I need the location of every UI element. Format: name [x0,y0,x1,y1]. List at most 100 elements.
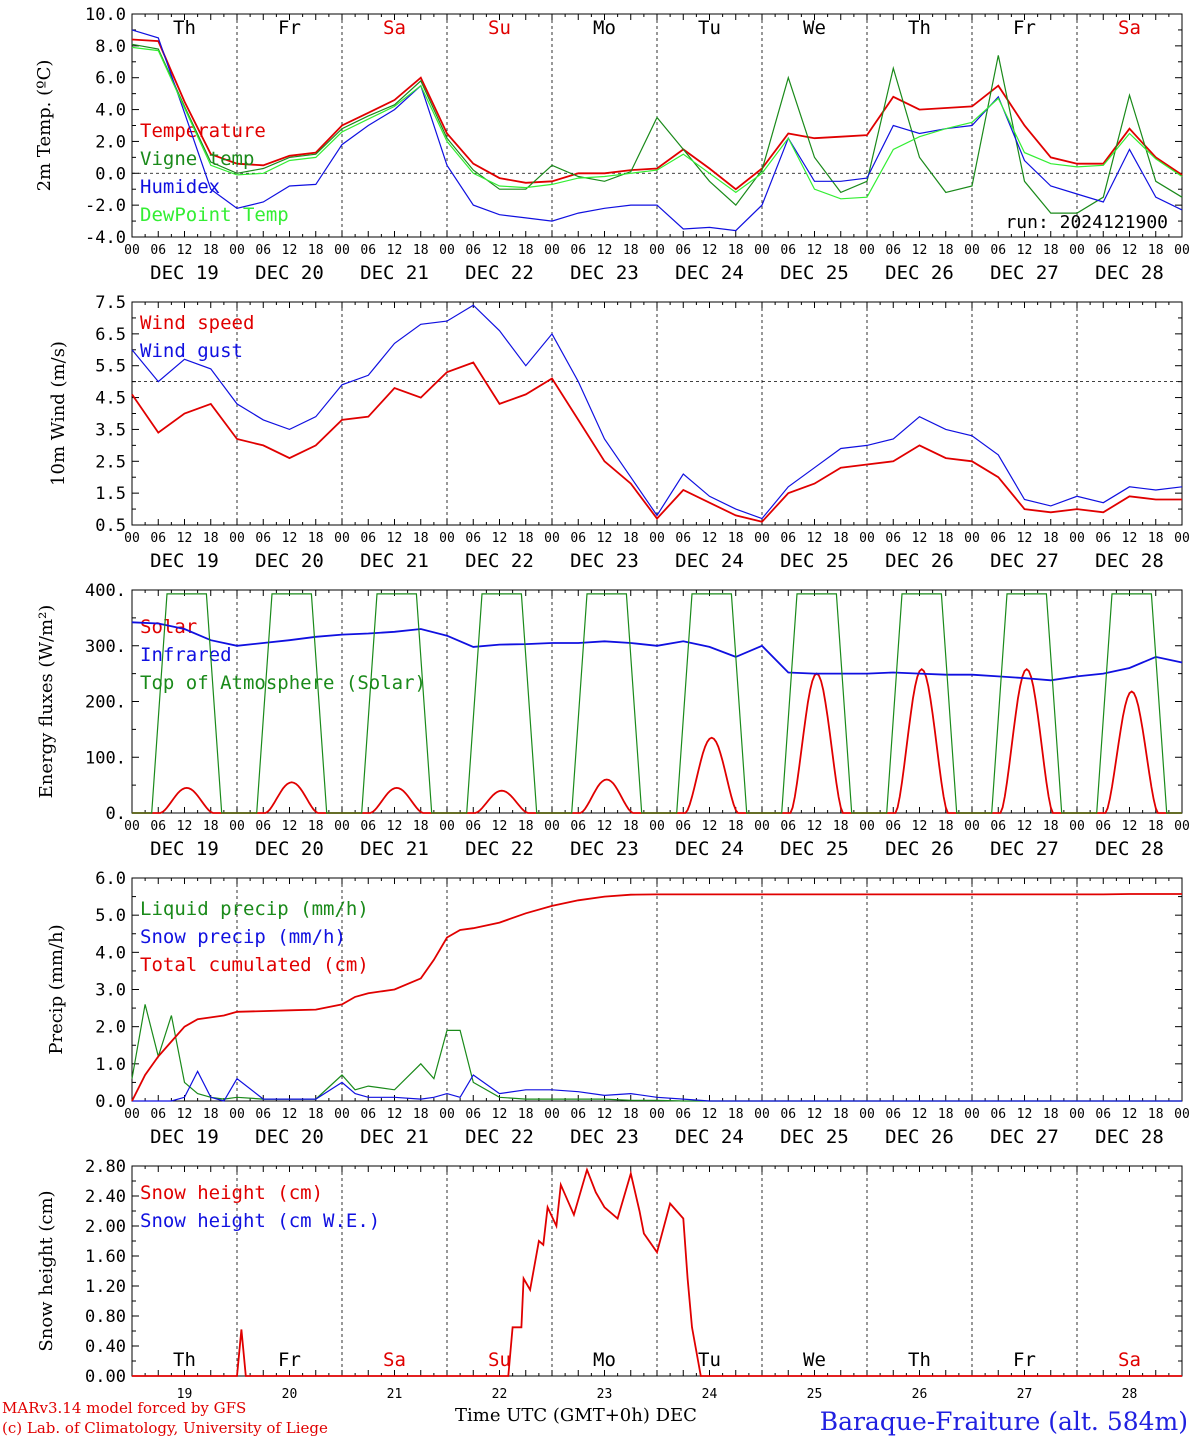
location-title: Baraque-Fraiture (alt. 584m) [819,1407,1188,1436]
hour-tick-label: 12 [1017,1107,1033,1122]
date-label: DEC 19 [150,1126,219,1148]
hour-tick-label: 06 [780,531,796,546]
y-tick-label: 1.20 [85,1277,126,1297]
panel-4: 6.0 5.0 4.0 3.0 2.0 1.0 0.0 Precip (mm/h) 00 06 12… [46,869,1190,1148]
weekday-label: We [803,17,826,39]
hour-tick-label: 18 [203,819,219,834]
hour-tick-label: 18 [203,531,219,546]
date-label: DEC 28 [1095,550,1164,572]
hour-tick-label: 00 [334,1107,350,1122]
date-label: DEC 19 [150,262,219,284]
hour-tick-label: 00 [754,243,770,258]
hour-tick-label: 00 [649,819,665,834]
y-axis-label: Snow height (cm) [36,1190,57,1351]
y-tick-label: 2.40 [85,1187,126,1207]
y-tick-label: 100. [85,748,126,768]
hour-tick-label: 12 [597,531,613,546]
series-line-top-of-atmosphere-solar- [132,593,1182,814]
hour-tick-label: 00 [754,819,770,834]
date-label: DEC 28 [1095,262,1164,284]
hour-tick-label: 12 [807,243,823,258]
credit-line-2: (c) Lab. of Climatology, University of L… [2,1419,328,1437]
y-tick-label: 6.5 [95,325,126,345]
hour-tick-label: 00 [544,531,560,546]
hour-tick-label: 12 [912,1107,928,1122]
date-label: DEC 22 [465,1126,534,1148]
hour-tick-label: 12 [597,243,613,258]
hour-tick-label: 00 [859,243,875,258]
y-axis-label: 2m Temp. (ºC) [34,60,55,192]
hour-tick-label: 00 [544,243,560,258]
hour-tick-label: 12 [282,1107,298,1122]
hour-tick-label: 00 [1069,243,1085,258]
day-number-label: 22 [492,1387,508,1402]
y-tick-label: 0.0 [95,1092,126,1112]
hour-tick-label: 18 [833,1107,849,1122]
hour-tick-label: 06 [780,1107,796,1122]
y-tick-label: 200. [85,693,126,713]
y-tick-label: 0.0 [95,164,126,184]
hour-tick-label: 00 [649,531,665,546]
hour-tick-label: 18 [308,1107,324,1122]
hour-tick-label: 12 [702,531,718,546]
credit-line-1: MARv3.14 model forced by GFS [2,1399,247,1417]
hour-tick-label: 12 [807,1107,823,1122]
y-tick-label: 4.0 [95,101,126,121]
date-label: DEC 26 [885,262,954,284]
y-tick-label: 0.40 [85,1337,126,1357]
hour-tick-label: 18 [623,531,639,546]
hour-tick-label: 12 [1017,819,1033,834]
hour-tick-label: 18 [728,531,744,546]
hour-tick-label: 18 [728,243,744,258]
hour-tick-label: 18 [938,531,954,546]
hour-tick-label: 06 [675,1107,691,1122]
y-tick-label: 2.00 [85,1217,126,1237]
hour-tick-label: 00 [859,819,875,834]
hour-tick-label: 12 [912,243,928,258]
day-number-label: 24 [702,1387,718,1402]
weekday-label: Mo [593,1349,616,1371]
date-label: DEC 22 [465,550,534,572]
hour-tick-label: 00 [229,819,245,834]
hour-tick-label: 06 [885,243,901,258]
hour-tick-label: 18 [1043,531,1059,546]
hour-tick-label: 18 [518,243,534,258]
series-line-dewpoint-temp [131,46,1183,200]
plot-frame [131,301,1183,526]
hour-tick-label: 18 [413,243,429,258]
hour-tick-label: 12 [282,243,298,258]
hour-tick-label: 00 [754,531,770,546]
hour-tick-label: 00 [1174,243,1190,258]
day-number-label: 23 [597,1387,613,1402]
hour-tick-label: 12 [387,1107,403,1122]
hour-tick-label: 06 [990,531,1006,546]
legend-entry: Humidex [140,176,220,198]
date-label: DEC 27 [990,550,1059,572]
hour-tick-label: 00 [1174,531,1190,546]
hour-tick-label: 18 [833,819,849,834]
hour-tick-label: 06 [465,243,481,258]
hour-tick-label: 18 [1148,243,1164,258]
day-number-label: 28 [1122,1387,1138,1402]
hour-tick-label: 12 [177,1107,193,1122]
hour-tick-label: 12 [492,1107,508,1122]
hour-tick-label: 06 [360,243,376,258]
day-number-label: 19 [177,1387,193,1402]
hour-tick-label: 06 [465,1107,481,1122]
weekday-label: Th [173,1349,196,1371]
hour-tick-label: 12 [702,819,718,834]
hour-tick-label: 06 [990,819,1006,834]
day-number-label: 21 [387,1387,403,1402]
hour-tick-label: 12 [492,531,508,546]
hour-tick-label: 12 [807,819,823,834]
series-line-wind-speed [131,361,1182,523]
hour-tick-label: 06 [1095,1107,1111,1122]
hour-tick-label: 18 [518,819,534,834]
hour-tick-label: 00 [1069,819,1085,834]
hour-tick-label: 06 [1095,819,1111,834]
date-label: DEC 19 [150,550,219,572]
y-tick-label: 0.80 [85,1307,126,1327]
hour-tick-label: 18 [308,243,324,258]
y-tick-label: 300. [85,637,126,657]
hour-tick-label: 12 [177,531,193,546]
